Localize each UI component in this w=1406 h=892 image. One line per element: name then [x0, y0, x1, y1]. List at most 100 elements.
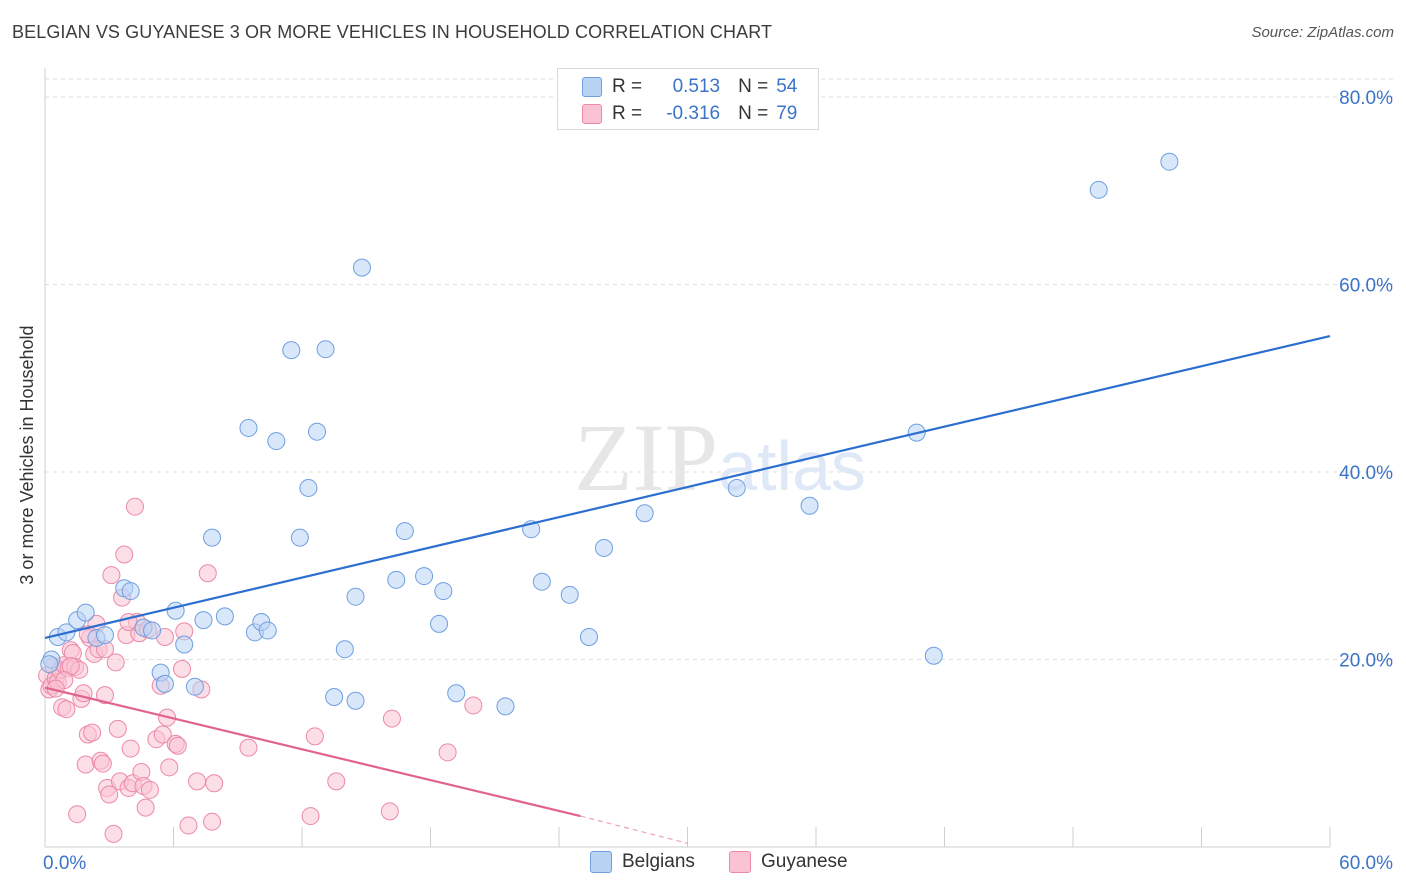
guyanese-point — [108, 719, 127, 738]
guyanese-point — [153, 725, 172, 744]
guyanese-point — [93, 754, 112, 773]
watermark: ZIPatlas — [574, 404, 866, 511]
belgians-point — [175, 635, 194, 654]
belgians-point — [143, 621, 162, 640]
belgians-point — [430, 614, 449, 633]
belgians-point — [447, 684, 466, 703]
watermark-zip: ZIP — [574, 404, 718, 511]
guyanese-point — [198, 564, 217, 583]
guyanese-point — [301, 807, 320, 826]
belgians-point — [282, 341, 301, 360]
guyanese-swatch — [729, 851, 751, 873]
guyanese-point — [83, 723, 102, 742]
y-tick-label: 80.0% — [1339, 88, 1393, 109]
legend-item-belgians[interactable]: Belgians — [590, 851, 695, 873]
guyanese-point — [104, 824, 123, 843]
belgians-r-value: 0.513 — [672, 76, 721, 97]
belgians-point — [76, 603, 95, 622]
y-tick-label: 40.0% — [1339, 463, 1393, 484]
belgians-point — [185, 677, 204, 696]
guyanese-point — [102, 566, 121, 585]
y-axis-label: 3 or more Vehicles in Household — [17, 325, 37, 584]
belgians-point — [258, 621, 277, 640]
belgians-point — [415, 567, 434, 586]
legend-row-belgians: R = 0.513 N = 54 — [582, 74, 797, 100]
belgians-point — [299, 478, 318, 497]
guyanese-n-value: 79 — [776, 103, 798, 124]
guyanese-point — [173, 659, 192, 678]
y-tick-label: 20.0% — [1339, 651, 1393, 672]
trend-lines — [44, 334, 1331, 844]
series-legend: Belgians Guyanese — [0, 851, 1406, 879]
correlation-legend: R = 0.513 N = 54 R = -0.316 N = 79 — [557, 68, 819, 130]
guyanese-point — [203, 812, 222, 831]
guyanese-point — [100, 785, 119, 804]
r-label: R = — [612, 76, 643, 97]
belgians-point — [203, 528, 222, 547]
guyanese-point — [121, 739, 140, 758]
belgians-point — [194, 611, 213, 630]
belgians-n-value: 54 — [776, 76, 798, 97]
y-tick-label: 60.0% — [1339, 276, 1393, 297]
guyanese-point — [438, 743, 457, 762]
guyanese-r-value: -0.316 — [666, 103, 721, 124]
guyanese-point — [168, 736, 187, 755]
belgians-point — [215, 607, 234, 626]
guyanese-point — [57, 700, 76, 719]
axes — [44, 68, 1331, 848]
belgians-point — [155, 674, 174, 693]
r-label: R = — [612, 103, 643, 124]
belgians-point — [335, 640, 354, 659]
belgians-point — [395, 522, 414, 541]
guyanese-point — [464, 696, 483, 715]
belgians-point — [1160, 152, 1179, 171]
belgians-point — [352, 258, 371, 277]
belgians-point — [346, 691, 365, 710]
belgians-point — [121, 582, 140, 601]
belgians-point — [316, 340, 335, 359]
n-label: N = — [738, 76, 769, 97]
x-tick-label: 0.0% — [43, 853, 86, 874]
belgians-trend-line — [44, 334, 1331, 640]
guyanese-point — [125, 497, 144, 516]
belgians-label: Belgians — [622, 851, 695, 872]
belgians-point — [1089, 180, 1108, 199]
guyanese-trend-line — [44, 686, 581, 818]
legend-item-guyanese[interactable]: Guyanese — [729, 851, 848, 873]
belgians-point — [325, 688, 344, 706]
guyanese-point — [140, 780, 159, 799]
guyanese-point — [382, 709, 401, 728]
belgians-point — [95, 626, 114, 645]
belgians-point — [594, 538, 613, 557]
guyanese-label: Guyanese — [761, 851, 848, 872]
guyanese-swatch — [582, 104, 602, 124]
belgians-point — [346, 587, 365, 606]
belgians-point — [290, 528, 309, 547]
belgians-point — [40, 655, 59, 674]
chart-title: BELGIAN VS GUYANESE 3 OR MORE VEHICLES I… — [12, 22, 773, 42]
guyanese-point — [327, 772, 346, 791]
belgians-point — [727, 478, 746, 497]
belgians-point — [267, 432, 286, 451]
tick-labels: 20.0% 40.0% 60.0% 80.0% 0.0% 60.0% — [43, 88, 1393, 874]
guyanese-point — [136, 798, 155, 817]
belgians-swatch — [590, 851, 612, 873]
guyanese-point — [95, 686, 114, 705]
guyanese-point — [115, 545, 134, 564]
belgians-point — [560, 585, 579, 604]
x-tick-label: 60.0% — [1339, 853, 1393, 874]
belgians-point — [496, 697, 515, 716]
belgians-point — [532, 572, 551, 591]
guyanese-point — [76, 755, 95, 774]
belgians-point — [307, 422, 326, 441]
guyanese-point — [239, 738, 258, 757]
legend-row-guyanese: R = -0.316 N = 79 — [582, 101, 797, 127]
source-label: Source: ZipAtlas.com — [1251, 24, 1394, 41]
belgians-swatch — [582, 77, 602, 97]
guyanese-point — [106, 653, 125, 672]
guyanese-point — [305, 727, 324, 746]
belgians-point — [579, 628, 598, 646]
guyanese-point — [188, 772, 207, 791]
belgians-point — [800, 496, 819, 515]
